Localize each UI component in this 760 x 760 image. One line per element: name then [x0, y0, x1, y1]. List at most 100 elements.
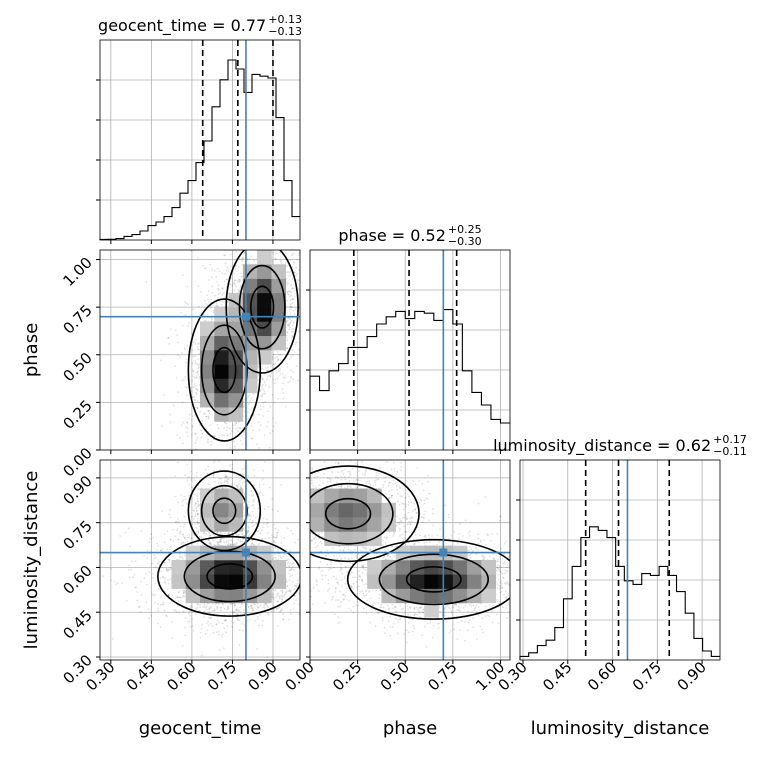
- sample-point: [186, 479, 189, 482]
- sample-point: [274, 378, 277, 381]
- sample-point: [182, 421, 184, 424]
- sample-point: [290, 369, 292, 371]
- density-cell: [228, 407, 244, 422]
- sample-point: [198, 522, 201, 525]
- sample-point: [273, 608, 275, 611]
- sample-point: [119, 535, 122, 537]
- sample-point: [262, 392, 265, 395]
- sample-point: [201, 419, 204, 422]
- sample-point: [307, 315, 309, 317]
- sample-point: [260, 367, 263, 370]
- sample-point: [232, 544, 235, 546]
- sample-point: [207, 441, 210, 444]
- sample-point: [169, 538, 172, 541]
- sample-point: [274, 541, 277, 544]
- sample-point: [291, 328, 293, 331]
- sample-point: [227, 434, 230, 436]
- sample-point: [196, 436, 199, 439]
- sample-point: [135, 586, 138, 588]
- sample-point: [243, 534, 246, 537]
- sample-point: [237, 608, 240, 611]
- sample-point: [207, 289, 210, 292]
- sample-point: [274, 589, 277, 592]
- sample-point: [192, 415, 194, 417]
- sample-point: [194, 504, 197, 507]
- sample-point: [238, 278, 241, 281]
- sample-point: [231, 612, 234, 615]
- sample-point: [221, 287, 224, 290]
- sample-point: [195, 526, 198, 529]
- sample-point: [285, 548, 288, 551]
- sample-point: [207, 409, 210, 412]
- sample-point: [267, 420, 270, 423]
- sample-point: [257, 379, 259, 382]
- sample-point: [311, 568, 313, 570]
- sample-point: [236, 613, 239, 616]
- sample-point: [288, 323, 291, 326]
- title-upper-error: +0.25: [448, 223, 482, 236]
- sample-point: [197, 305, 200, 308]
- sample-point: [134, 560, 137, 563]
- sample-point: [185, 426, 188, 429]
- sample-point: [229, 543, 232, 546]
- sample-point: [238, 609, 240, 612]
- sample-point: [306, 593, 308, 595]
- contour-line: [238, 264, 286, 350]
- sample-point: [251, 539, 254, 542]
- sample-point: [206, 313, 209, 316]
- sample-point: [267, 375, 269, 377]
- sample-point: [275, 607, 278, 610]
- sample-point: [262, 606, 265, 609]
- sample-point: [177, 461, 179, 464]
- sample-point: [285, 277, 288, 280]
- sample-point: [285, 334, 288, 337]
- sample-point: [194, 355, 197, 357]
- sample-point: [266, 378, 269, 381]
- sample-point: [290, 529, 292, 532]
- sample-point: [258, 454, 260, 456]
- sample-point: [283, 210, 285, 212]
- sample-point: [285, 590, 288, 593]
- sample-point: [177, 501, 179, 504]
- sample-point: [247, 262, 250, 265]
- sample-point: [215, 623, 218, 625]
- sample-point: [259, 424, 262, 427]
- sample-point: [274, 257, 277, 260]
- sample-point: [224, 619, 227, 622]
- sample-point: [240, 603, 243, 606]
- sample-point: [281, 372, 284, 375]
- sample-point: [193, 520, 195, 523]
- sample-point: [259, 491, 262, 494]
- sample-point: [266, 425, 269, 428]
- sample-point: [184, 348, 187, 351]
- sample-point: [204, 532, 206, 534]
- sample-point: [180, 542, 183, 545]
- sample-point: [269, 365, 272, 368]
- sample-point: [196, 458, 198, 460]
- sample-point: [196, 505, 199, 508]
- sample-point: [265, 248, 267, 250]
- sample-point: [200, 537, 203, 540]
- sample-point: [203, 267, 206, 270]
- sample-point: [268, 374, 271, 376]
- sample-point: [207, 417, 210, 420]
- sample-point: [223, 296, 226, 299]
- density-cell: [257, 264, 272, 279]
- sample-point: [223, 280, 226, 283]
- sample-point: [161, 548, 164, 551]
- sample-point: [272, 597, 275, 600]
- sample-point: [154, 582, 157, 584]
- sample-point: [188, 413, 191, 416]
- sample-point: [195, 439, 198, 442]
- sample-point: [229, 464, 231, 467]
- sample-point: [291, 252, 294, 255]
- sample-point: [241, 532, 244, 535]
- sample-point: [102, 575, 105, 578]
- sample-point: [285, 591, 287, 594]
- sample-point: [174, 597, 177, 600]
- sample-point: [322, 311, 324, 313]
- sample-point: [243, 529, 246, 532]
- sample-point: [154, 566, 157, 568]
- sample-point: [291, 302, 294, 305]
- sample-point: [152, 536, 155, 539]
